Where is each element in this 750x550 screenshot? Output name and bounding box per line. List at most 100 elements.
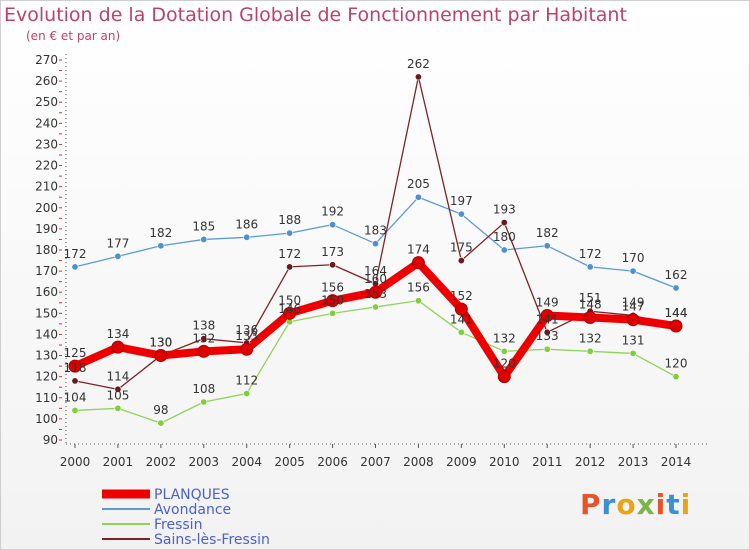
data-label-planques: 160	[364, 272, 387, 286]
proxiti-logo: Proxiti	[580, 488, 691, 521]
data-label-sains-l-s-fressin: 141	[536, 312, 559, 326]
data-label-fressin: 98	[153, 403, 168, 417]
data-point-planques	[240, 342, 254, 356]
data-label-fressin: 108	[192, 382, 215, 396]
data-point-fressin	[672, 373, 680, 381]
y-tick-label: 220	[35, 159, 58, 173]
data-label-avondance: 197	[450, 194, 473, 208]
data-label-planques: 152	[450, 289, 473, 303]
data-point-sains-l-s-fressin	[457, 257, 465, 265]
data-point-fressin	[414, 297, 422, 305]
data-point-fressin	[543, 345, 551, 353]
data-label-planques: 150	[278, 293, 301, 307]
axes: 90 100 110 120 130 140 150 160 170 180 190 200 210 22…	[35, 53, 710, 469]
data-label-fressin: 132	[493, 331, 516, 345]
legend-label-sains-l-s-fressin: Sains-lès-Fressin	[154, 532, 270, 548]
data-point-avondance	[543, 242, 551, 250]
data-label-planques: 132	[192, 331, 215, 345]
data-point-avondance	[71, 263, 79, 271]
data-label-planques: 156	[321, 281, 344, 295]
legend-label-avondance: Avondance	[154, 502, 231, 518]
data-label-sains-l-s-fressin: 172	[278, 247, 301, 261]
data-point-planques	[197, 344, 211, 358]
x-tick-label: 2004	[231, 455, 262, 469]
y-tick-label: 240	[35, 116, 58, 130]
data-label-fressin: 105	[106, 388, 129, 402]
data-label-fressin: 141	[450, 312, 473, 326]
data-point-sains-l-s-fressin	[543, 328, 551, 336]
data-point-fressin	[457, 328, 465, 336]
y-tick-label: 260	[35, 74, 58, 88]
data-label-sains-l-s-fressin: 114	[106, 369, 129, 383]
y-tick-label: 230	[35, 137, 58, 151]
data-point-planques	[369, 285, 382, 299]
data-point-avondance	[414, 193, 422, 201]
data-point-fressin	[329, 309, 337, 317]
data-point-avondance	[200, 235, 208, 243]
y-tick-label: 140	[35, 327, 58, 341]
data-label-avondance: 185	[192, 219, 215, 233]
data-label-fressin: 156	[407, 281, 430, 295]
data-label-sains-l-s-fressin: 262	[407, 57, 430, 71]
data-point-planques	[497, 370, 511, 384]
data-label-fressin: 104	[64, 390, 87, 404]
logo-letter: x	[636, 488, 656, 521]
data-point-sains-l-s-fressin	[200, 335, 208, 343]
data-point-avondance	[329, 221, 337, 229]
x-tick-label: 2007	[360, 455, 391, 469]
data-label-sains-l-s-fressin: 149	[622, 295, 645, 309]
data-label-avondance: 183	[364, 224, 387, 238]
data-point-fressin	[243, 390, 251, 398]
legend-label-fressin: Fressin	[154, 517, 202, 533]
x-tick-label: 2009	[446, 455, 477, 469]
data-point-planques	[540, 308, 554, 322]
x-tick-label: 2005	[274, 455, 305, 469]
data-label-avondance: 205	[407, 177, 430, 191]
data-point-planques	[154, 349, 168, 363]
data-label-planques: 148	[579, 298, 602, 312]
y-tick-label: 180	[35, 243, 58, 257]
data-point-sains-l-s-fressin	[286, 263, 294, 271]
data-point-avondance	[157, 242, 165, 250]
data-label-avondance: 182	[149, 226, 172, 240]
x-tick-label: 2012	[575, 455, 606, 469]
x-tick-label: 2003	[189, 455, 220, 469]
data-label-sains-l-s-fressin: 173	[321, 245, 344, 259]
data-label-sains-l-s-fressin: 164	[364, 264, 387, 278]
data-point-planques	[626, 313, 640, 327]
chart-title: Evolution de la Dotation Globale de Fonc…	[4, 4, 627, 26]
data-point-avondance	[286, 229, 294, 237]
data-label-avondance: 182	[536, 226, 559, 240]
data-point-avondance	[114, 252, 122, 260]
logo-letter: r	[601, 488, 617, 521]
x-tick-label: 2011	[532, 455, 563, 469]
data-point-planques	[68, 359, 82, 373]
data-label-fressin: 133	[536, 329, 559, 343]
data-point-planques	[669, 319, 683, 333]
data-label-sains-l-s-fressin: 130	[149, 336, 172, 350]
data-point-avondance	[243, 233, 251, 241]
data-point-fressin	[586, 347, 594, 355]
data-label-planques: 144	[665, 306, 688, 320]
y-tick-label: 100	[35, 412, 58, 426]
logo-letter: i	[655, 488, 667, 521]
data-point-fressin	[114, 404, 122, 412]
data-label-sains-l-s-fressin: 193	[493, 203, 516, 217]
x-tick-label: 2000	[60, 455, 91, 469]
y-tick-label: 200	[35, 201, 58, 215]
data-point-avondance	[586, 263, 594, 271]
data-label-planques: 134	[106, 327, 129, 341]
data-label-fressin: 112	[235, 374, 258, 388]
data-label-avondance: 172	[64, 247, 87, 261]
y-tick-label: 120	[35, 370, 58, 384]
data-label-fressin: 132	[579, 331, 602, 345]
data-label-planques: 147	[622, 300, 645, 314]
x-tick-label: 2013	[618, 455, 649, 469]
x-tick-label: 2010	[489, 455, 520, 469]
y-tick-label: 90	[43, 433, 58, 447]
data-label-sains-l-s-fressin: 151	[579, 291, 602, 305]
data-label-sains-l-s-fressin: 136	[235, 323, 258, 337]
data-label-planques: 133	[235, 329, 258, 343]
